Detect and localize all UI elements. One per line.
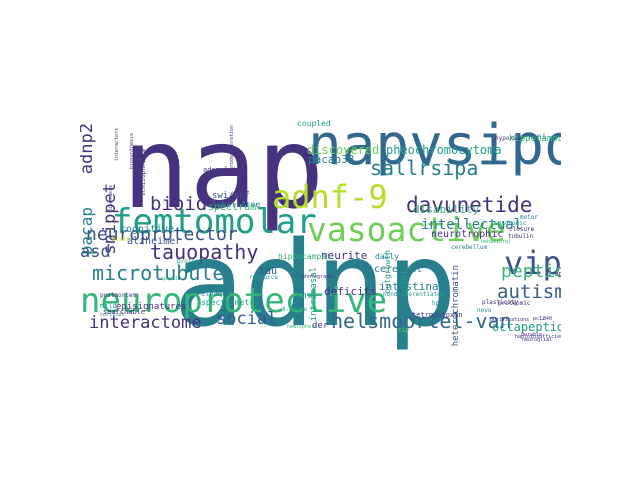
word-cloud-word: mild [100,302,117,310]
word-cloud-word: hpl [432,300,443,307]
word-cloud-word: ethanol [201,290,231,298]
word-cloud-word: disorders [108,185,114,213]
word-cloud-word: brain [112,236,131,243]
word-cloud-word: closure [509,226,535,233]
word-cloud-word: tauopathy [150,240,259,264]
word-cloud-word: haploinsufficient [515,334,561,340]
word-cloud-word: snv [296,291,313,301]
word-cloud-word: resource [249,274,278,281]
word-cloud-word: spectrum [208,202,257,213]
word-cloud-word: syndromic [494,220,527,227]
word-cloud-word: outgrowth [383,250,392,294]
word-cloud-word: vasoactive [307,210,506,249]
word-cloud-word: cortical [100,312,125,318]
word-cloud-word: postmortem [100,292,137,299]
word-cloud-word: heterochromatin [451,265,461,347]
word-cloud-word: protect [177,258,203,265]
word-cloud-word: adnp [173,215,458,353]
word-cloud-word: cognitive [120,224,175,235]
word-cloud-word: label-free [212,200,261,209]
word-cloud-word: octapeptide [492,320,561,334]
word-cloud-word: neurodegeneration [229,125,235,177]
word-cloud-word: spectrometry [201,298,259,307]
word-cloud-word: social [216,309,278,329]
word-cloud-word: tip [398,327,409,334]
word-cloud-word: proteomic [498,300,531,307]
word-cloud-word: hippocampal [278,252,331,261]
word-cloud-word: searchable [103,308,146,316]
word-cloud-word: hemisphere [287,324,318,330]
word-cloud-word: pheochromocytoma [386,143,502,157]
word-cloud-word: autism [497,281,561,303]
word-cloud-word: d40 [543,316,553,322]
word-cloud-word: photographs [302,274,336,280]
word-cloud-frame: adnp nap napvsipq neuroprotective femtomolar… [80,117,561,362]
word-cloud-word: vpac2 [554,270,561,278]
word-cloud-word: intestinal [379,280,446,293]
word-cloud-word: deficits [324,285,377,298]
word-cloud-word: alzheimer [127,236,182,247]
word-cloud-word: neuroprotector [86,224,238,245]
word-cloud-word: novo [477,307,492,314]
word-cloud-word: tubulin [508,233,534,240]
word-cloud-word: adnf-9 [272,178,388,216]
word-cloud-word: daily [375,252,400,261]
word-cloud-word: bioid [150,193,208,215]
word-cloud-word: speech [161,276,180,282]
word-cloud-word: femtomolar [112,202,317,242]
word-cloud-word: episignatures [116,302,187,312]
word-cloud: adnp nap napvsipq neuroprotective femtomolar… [80,117,561,362]
word-cloud-word: sallrsipa [370,156,479,180]
word-cloud-word: peptide [501,261,561,282]
word-cloud-word: pc12 [533,316,546,322]
word-cloud-word: biosynthesis [129,133,135,170]
word-cloud-word: helsmoortel-van [331,309,512,333]
word-cloud-word: motor [520,214,539,221]
word-cloud-word: asd [80,242,111,262]
word-cloud-word: der [312,321,329,331]
word-cloud-word: nondifferentiated [383,291,445,298]
word-cloud-word: interactors [114,128,120,162]
word-cloud-word: pacap38 [308,153,355,166]
word-cloud-word: interactome [89,313,202,333]
word-cloud-word: behavioral [481,239,512,245]
word-cloud-word: nap [122,117,325,234]
word-cloud-word: tetrodotoxin [412,311,463,319]
word-cloud-word: coupled [297,119,331,128]
word-cloud-word: hypoxia [495,135,521,142]
word-cloud-word: neuroprotective [80,281,388,321]
word-cloud-word: neurotrophic [431,229,504,240]
word-cloud-word: plasticity [482,299,519,306]
word-cloud-word: 8-amino [282,306,308,313]
word-cloud-word: vip [504,244,561,282]
word-cloud-word: discovered [307,143,380,157]
word-cloud-word: swi/snf [212,191,250,201]
word-cloud-word: adenylate [203,166,241,174]
word-cloud-word: neuroglial [522,337,553,343]
word-cloud-word: microtubule [92,261,225,285]
word-cloud-word: tau [259,266,278,277]
word-cloud-word: purifications [490,317,530,323]
word-cloud-word: neurite [321,249,368,262]
word-cloud-word: napvsipq [308,117,561,178]
word-cloud-word: disability [413,203,480,216]
word-cloud-word: adnp2 [80,123,97,175]
word-cloud-word: cerebral [374,264,423,275]
word-cloud-word: durable [521,332,543,338]
word-cloud-word: davunetide [406,193,533,217]
word-cloud-word: schizophrenia [140,149,147,196]
word-cloud-word: 7-ni [527,132,547,141]
word-cloud-word: intellectual [421,217,523,233]
word-cloud-word: cerebellum [451,244,488,251]
